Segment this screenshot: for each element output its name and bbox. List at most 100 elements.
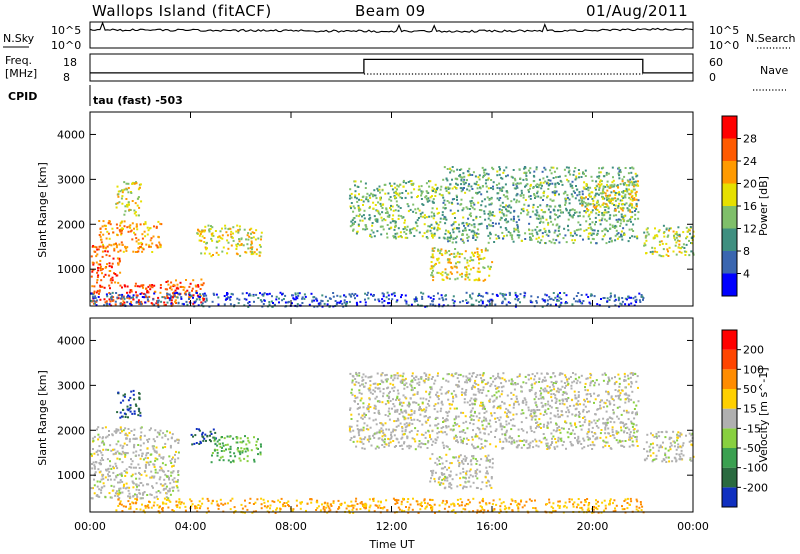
echo-cell — [404, 429, 407, 431]
echo-cell — [598, 175, 601, 178]
echo-cell — [635, 190, 638, 193]
echo-cell — [606, 211, 609, 214]
echo-cell — [266, 293, 268, 296]
echo-cell — [618, 191, 621, 194]
echo-cell — [126, 434, 129, 437]
echo-cell — [176, 486, 179, 489]
echo-cell — [357, 403, 359, 405]
echo-cell — [575, 382, 578, 385]
echo-cell — [114, 303, 117, 306]
echo-cell — [379, 422, 382, 424]
echo-cell — [504, 195, 507, 198]
echo-cell — [499, 407, 502, 410]
echo-cell — [429, 424, 432, 427]
echo-cell — [102, 482, 105, 485]
echo-cell — [465, 443, 468, 445]
echo-cell — [578, 376, 581, 379]
echo-cell — [139, 411, 142, 414]
echo-cell — [152, 447, 155, 450]
echo-cell — [420, 190, 423, 193]
echo-cell — [394, 197, 396, 200]
echo-cell — [429, 196, 432, 199]
echo-cell — [592, 238, 595, 241]
echo-cell — [198, 230, 201, 233]
echo-cell — [587, 209, 590, 211]
echo-cell — [472, 303, 475, 306]
echo-cell — [484, 205, 487, 208]
echo-cell — [312, 296, 315, 299]
echo-cell — [97, 266, 99, 269]
echo-cell — [425, 390, 428, 393]
echo-cell — [539, 204, 542, 207]
echo-cell — [195, 442, 198, 444]
echo-cell — [448, 250, 451, 252]
echo-cell — [145, 466, 147, 469]
echo-cell — [431, 195, 433, 198]
echo-cell — [133, 231, 135, 234]
echo-cell — [655, 234, 658, 237]
echo-cell — [525, 401, 528, 404]
echo-cell — [372, 207, 375, 210]
echo-cell — [234, 455, 237, 458]
echo-cell — [558, 175, 561, 178]
echo-cell — [523, 203, 526, 206]
echo-cell — [356, 440, 359, 443]
echo-cell — [517, 403, 520, 406]
echo-cell — [222, 246, 225, 249]
echo-cell — [126, 452, 129, 455]
echo-cell — [635, 175, 638, 178]
echo-cell — [121, 229, 123, 232]
echo-cell — [552, 372, 555, 374]
echo-cell — [348, 425, 351, 428]
echo-cell — [611, 434, 614, 436]
echo-cell — [594, 194, 597, 197]
echo-cell — [462, 429, 465, 432]
echo-cell — [625, 202, 628, 205]
echo-cell — [562, 391, 565, 394]
echo-cell — [476, 374, 479, 377]
echo-cell — [407, 205, 410, 208]
echo-cell — [446, 168, 449, 170]
echo-cell — [139, 435, 142, 437]
echo-cell — [657, 230, 660, 233]
echo-cell — [584, 382, 587, 385]
echo-cell — [543, 166, 546, 169]
echo-cell — [278, 301, 280, 304]
echo-cell — [449, 167, 452, 170]
echo-cell — [530, 409, 533, 412]
echo-cell — [409, 445, 412, 448]
echo-cell — [432, 276, 435, 278]
echo-cell — [571, 444, 574, 447]
echo-cell — [401, 448, 404, 450]
echo-cell — [601, 373, 604, 376]
echo-cell — [132, 294, 135, 297]
echo-cell — [529, 299, 532, 302]
echo-cell — [605, 228, 608, 231]
echo-cell — [552, 382, 555, 384]
echo-cell — [118, 481, 121, 484]
echo-cell — [404, 196, 407, 199]
echo-cell — [123, 181, 126, 184]
echo-cell — [455, 187, 458, 189]
echo-cell — [161, 296, 164, 299]
echo-cell — [505, 208, 507, 211]
echo-cell — [138, 397, 141, 400]
echo-cell — [384, 414, 387, 416]
echo-cell — [462, 375, 465, 378]
echo-cell — [634, 436, 637, 438]
echo-cell — [438, 303, 441, 306]
echo-cell — [229, 303, 232, 306]
echo-cell — [565, 400, 568, 403]
echo-cell — [119, 249, 122, 252]
echo-cell — [455, 255, 458, 258]
echo-cell — [463, 175, 466, 178]
echo-cell — [576, 188, 579, 191]
echo-cell — [291, 294, 293, 297]
echo-cell — [212, 428, 215, 431]
echo-cell — [441, 403, 444, 406]
echo-cell — [381, 189, 384, 192]
echo-cell — [542, 211, 545, 214]
echo-cell — [229, 227, 232, 230]
echo-cell — [255, 447, 258, 450]
echo-cell — [582, 200, 585, 203]
